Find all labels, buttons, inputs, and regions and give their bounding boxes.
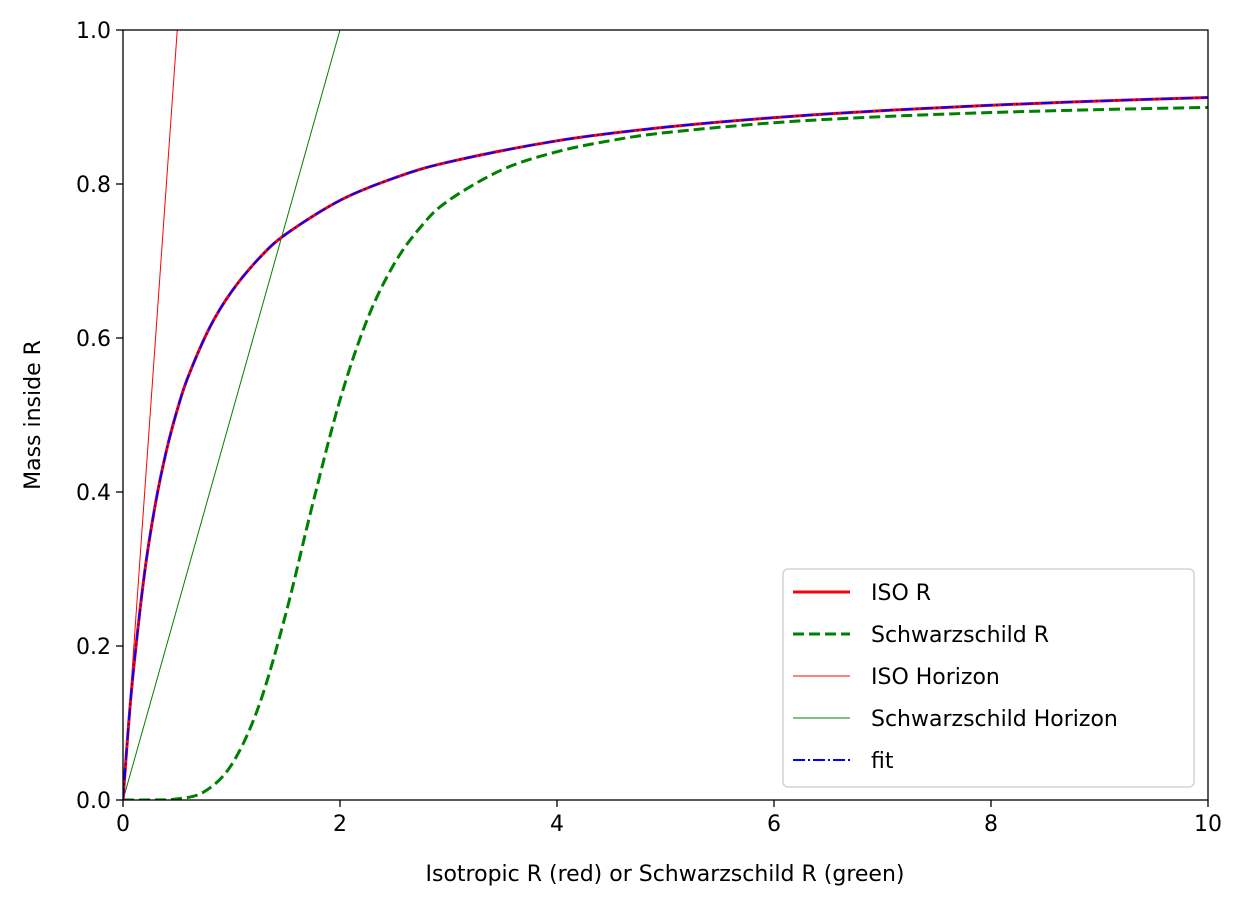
legend: ISO R Schwarzschild R ISO Horizon Schwarzsc…: [782, 568, 1195, 788]
y-tick-label: 1.0: [76, 19, 111, 44]
legend-label-iso-r: ISO R: [871, 581, 931, 606]
series-line-schwarzschild-r: [123, 105, 1208, 800]
legend-entries: ISO R Schwarzschild R ISO Horizon Schwarzsc…: [793, 581, 1118, 774]
legend-label-fit: fit: [871, 749, 894, 774]
series-line-fit: [123, 96, 1208, 800]
x-tick-label: 6: [767, 812, 781, 837]
y-axis-label: Mass inside R: [21, 340, 46, 490]
ticks-layer: 0 2 4 6 8 10 0.0 0.2 0.4 0.6 0.8 1.0: [76, 19, 1222, 837]
plot-frame: [122, 29, 1209, 801]
y-tick-label: 0.0: [76, 789, 111, 814]
legend-label-iso-horizon: ISO Horizon: [871, 665, 1000, 690]
y-tick-label: 0.8: [76, 173, 111, 198]
x-tick-label: 10: [1194, 812, 1222, 837]
legend-label-schwarzschild-r: Schwarzschild R: [871, 623, 1049, 648]
legend-label-schwarzschild-horizon: Schwarzschild Horizon: [871, 707, 1118, 732]
x-axis-label: Isotropic R (red) or Schwarzschild R (gr…: [426, 862, 905, 887]
y-tick-label: 0.2: [76, 635, 111, 660]
y-tick-label: 0.4: [76, 481, 111, 506]
x-tick-label: 4: [550, 812, 564, 837]
series-line-schwarzschild-horizon: [123, 30, 341, 800]
series-layer: [123, 30, 1208, 800]
x-tick-label: 0: [116, 812, 130, 837]
legend-box: [782, 568, 1195, 788]
y-tick-label: 0.6: [76, 327, 111, 352]
x-tick-label: 8: [984, 812, 998, 837]
x-tick-label: 2: [333, 812, 347, 837]
